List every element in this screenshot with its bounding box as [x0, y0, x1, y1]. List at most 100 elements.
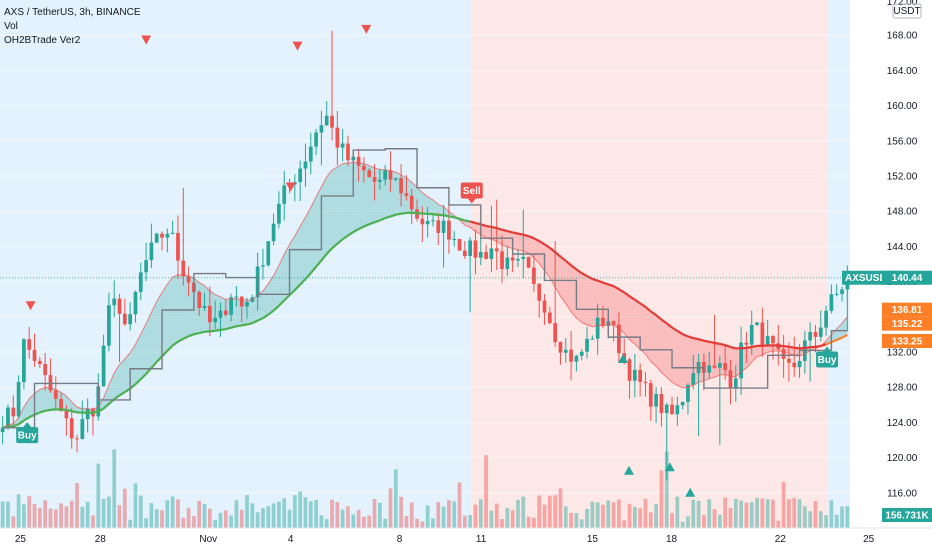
trend-line-segment — [719, 342, 726, 347]
cloud-segment — [29, 393, 35, 418]
cloud-segment — [220, 296, 226, 330]
grid-lines — [0, 34, 850, 494]
volume-bar — [0, 501, 5, 528]
volume-bar — [802, 506, 807, 528]
volume-bar — [144, 518, 148, 528]
cloud-segment — [45, 387, 51, 411]
cloud-segment — [71, 401, 78, 413]
trend-line-segment — [320, 253, 328, 262]
price-tick-label: 160.00 — [887, 101, 918, 112]
volume-bar — [691, 499, 696, 528]
trend-line-segment — [778, 344, 784, 348]
volume-bar — [218, 512, 223, 528]
volume-bar — [579, 519, 584, 528]
volume-bar — [255, 512, 260, 528]
candle-body — [585, 338, 589, 352]
cloud-segment — [130, 344, 136, 389]
price-tag-bg — [882, 270, 932, 285]
trend-line-segment — [134, 378, 142, 386]
volume-bar — [797, 499, 802, 528]
trend-line-segment — [475, 221, 482, 226]
candle-body — [670, 404, 674, 415]
candle-body — [160, 233, 164, 238]
volume-bar — [91, 515, 95, 528]
trend-line-segment — [570, 264, 578, 271]
volume-bar — [792, 498, 797, 528]
candle-body — [771, 336, 775, 344]
time-tick-label: 18 — [666, 534, 678, 545]
trend-line-segment — [538, 240, 546, 246]
cloud-segment — [289, 235, 295, 296]
candle-body — [80, 419, 85, 439]
volume-bar — [595, 502, 600, 528]
volume-bar — [547, 495, 552, 528]
cloud-segment — [767, 345, 773, 353]
cloud-segment — [491, 226, 497, 242]
buy-signal-label: Buy — [16, 422, 39, 444]
trend-line-segment — [783, 345, 790, 348]
candle-body — [377, 179, 382, 182]
trend-line-segment — [395, 212, 402, 216]
candle-body — [96, 386, 101, 417]
volume-bar — [176, 499, 180, 528]
candle-body — [781, 349, 786, 359]
candle-body — [202, 305, 207, 308]
trend-line-segment — [220, 328, 226, 331]
trend-line-segment — [666, 322, 673, 329]
volume-bar — [638, 508, 643, 528]
candle-body — [22, 339, 26, 383]
cloud-segment — [507, 231, 513, 249]
volume-bar — [787, 499, 791, 528]
trend-line-segment — [581, 272, 588, 278]
buy-arrow-icon — [685, 487, 696, 497]
candle-body — [558, 342, 563, 353]
time-axis[interactable]: 25 28 Nov 4 8 11 15 18 22 25 — [0, 527, 932, 550]
candle-body — [6, 407, 10, 428]
candle-body — [32, 349, 37, 361]
cloud-segment — [146, 312, 152, 374]
cloud-segment — [794, 347, 800, 357]
trend-line-segment — [358, 225, 365, 231]
volume-bar — [362, 516, 366, 528]
candle-body — [840, 289, 844, 294]
candle-body — [27, 339, 32, 350]
candle-body — [431, 220, 435, 222]
cloud-segment — [417, 187, 423, 214]
volume-bar — [213, 519, 218, 528]
volume-bar — [845, 506, 850, 528]
trend-line-segment — [336, 238, 344, 245]
trend-line-segment — [400, 211, 407, 215]
cloud-segment — [533, 238, 540, 264]
symbol-title[interactable]: AXS / TetherUS, 3h, BINANCE — [4, 7, 141, 18]
volume-bar — [223, 510, 228, 528]
volume-indicator-label[interactable]: Vol — [4, 21, 18, 32]
trend-line-segment — [272, 304, 280, 312]
cloud-segment — [486, 225, 492, 240]
candle-body — [314, 132, 318, 147]
signal-markers: Buy Sell Buy — [16, 24, 839, 497]
volume-bar — [59, 503, 63, 528]
strategy-indicator-label[interactable]: OH2BTrade Ver2 — [4, 35, 81, 46]
trend-line-segment — [12, 423, 19, 428]
candle-body — [595, 317, 600, 339]
cloud-segment — [666, 323, 673, 383]
trend-line-segment — [682, 333, 689, 338]
candle-body — [733, 378, 738, 389]
time-tick-label: 25 — [863, 534, 875, 545]
trend-background — [0, 0, 850, 528]
trend-line-segment — [698, 338, 705, 342]
trend-line-segment — [788, 345, 795, 349]
candle-body — [165, 233, 170, 238]
candle-body — [324, 115, 329, 126]
cloud-segment — [496, 228, 503, 245]
candle-body — [478, 251, 483, 258]
candle-body — [553, 323, 558, 343]
cloud-segment — [613, 286, 619, 329]
trend-line-segment — [23, 416, 30, 422]
trend-line-segment — [150, 361, 158, 369]
volume-bar — [558, 488, 563, 528]
currency-box — [892, 3, 922, 19]
trend-line-segment — [453, 216, 460, 220]
volume-bar — [537, 495, 542, 528]
